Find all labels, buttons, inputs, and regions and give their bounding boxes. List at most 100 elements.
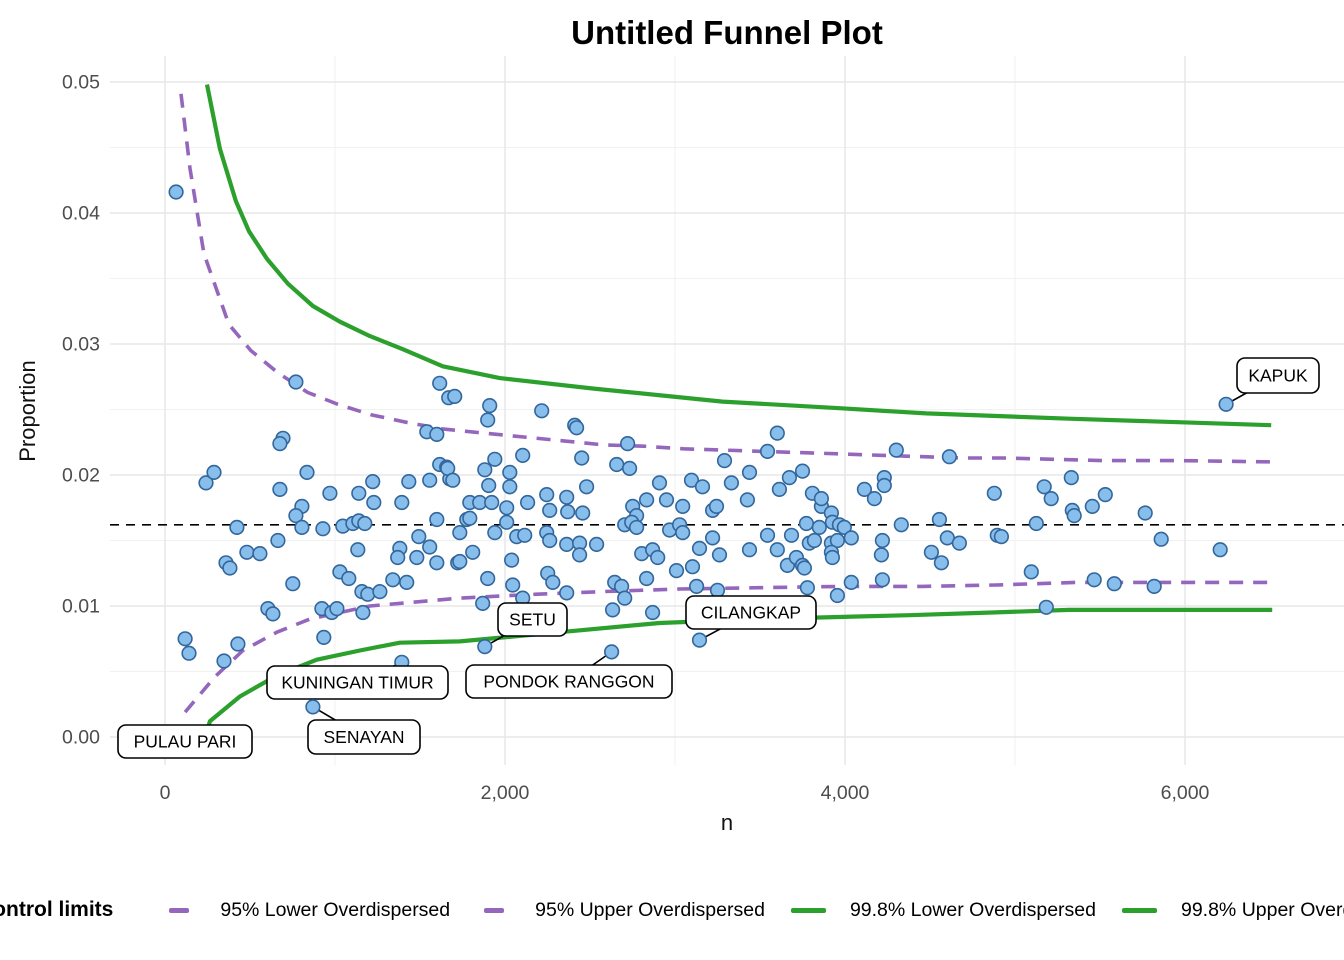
data-point [876, 477, 892, 494]
x-tick-label: 0 [160, 782, 171, 804]
annotation-label: PONDOK RANGGON [483, 672, 654, 692]
data-point [481, 477, 497, 494]
labeled-data-point [603, 644, 620, 660]
data-point [644, 604, 661, 621]
data-point [390, 549, 406, 566]
data-point [366, 494, 382, 511]
data-point [658, 492, 675, 508]
data-point [951, 535, 968, 551]
data-point [1153, 531, 1169, 547]
data-point [723, 475, 740, 491]
data-point [1066, 507, 1082, 524]
data-point [843, 574, 859, 591]
scatter-points [168, 184, 1228, 669]
legend-entry-2: 99.8% Lower Overdispersed [790, 899, 1096, 922]
data-point [873, 547, 890, 563]
data-point [813, 491, 830, 507]
data-point [429, 555, 445, 571]
labeled-data-point [477, 638, 493, 655]
y-tick-label: 0.03 [62, 334, 100, 356]
data-point [893, 517, 909, 533]
data-point [394, 494, 410, 511]
x-axis-title: n [720, 810, 734, 835]
data-point [252, 545, 268, 562]
data-point [621, 460, 638, 477]
data-point [480, 570, 496, 587]
data-point [1028, 515, 1044, 532]
data-point [229, 519, 245, 536]
data-point [230, 636, 246, 652]
annotation-box [497, 602, 568, 637]
data-point [1212, 542, 1228, 558]
data-point [350, 542, 366, 558]
data-point [198, 475, 214, 491]
data-point [452, 524, 468, 541]
data-point [475, 595, 491, 612]
curve-95-upper-overdispersed [179, 93, 1273, 464]
annotation-box [117, 724, 253, 759]
data-point [499, 500, 515, 516]
data-point [798, 515, 815, 532]
data-point [1038, 599, 1054, 615]
data-point [294, 519, 310, 536]
data-point [609, 456, 625, 473]
data-point [783, 527, 800, 543]
data-point [504, 552, 520, 568]
data-point [422, 539, 438, 555]
data-point [675, 498, 691, 515]
data-point [168, 184, 184, 200]
solid-line-key-icon [1121, 907, 1157, 913]
annotation-label: SENAYAN [323, 727, 404, 747]
data-point [452, 553, 468, 570]
data-point [575, 505, 591, 521]
data-point [688, 578, 705, 595]
dashed-line-key-icon [483, 907, 504, 913]
data-point [824, 549, 841, 566]
data-point [265, 606, 281, 622]
data-point [931, 511, 948, 528]
dashed-line-key-icon [168, 907, 189, 913]
data-point [628, 519, 645, 536]
data-point [480, 412, 496, 428]
data-point [811, 519, 827, 536]
data-point [806, 532, 823, 549]
data-point [542, 502, 558, 519]
data-point [866, 491, 883, 507]
legend-key-box [161, 907, 196, 913]
annotation-label: SETU [509, 610, 556, 630]
data-point [694, 479, 711, 495]
data-point [560, 504, 576, 520]
data-point [843, 530, 859, 546]
data-point [341, 570, 357, 587]
annotation-box [465, 664, 673, 699]
data-point [177, 631, 193, 647]
labeled-data-point [691, 632, 708, 648]
data-point [539, 487, 555, 503]
legend-entry-label: 95% Upper Overdispersed [535, 898, 765, 921]
data-point [559, 585, 575, 601]
data-point [429, 511, 445, 528]
annotation-label: KUNINGAN TIMUR [281, 673, 433, 693]
curve-99-8-upper-overdispersed [204, 84, 1272, 428]
data-point [993, 528, 1010, 545]
data-point [799, 580, 816, 596]
x-tick-label: 4,000 [821, 782, 870, 804]
data-point [716, 453, 733, 469]
data-point [675, 524, 691, 541]
legend-title: Control limits [0, 898, 114, 921]
chart-title: Untitled Funnel Plot [571, 14, 883, 51]
data-point [574, 450, 590, 466]
legend-key-box [476, 907, 511, 913]
data-point [683, 472, 700, 488]
data-point [1146, 578, 1162, 595]
data-point [502, 479, 518, 495]
data-point [422, 472, 438, 488]
y-tick-label: 0.04 [62, 203, 100, 225]
data-point [517, 527, 533, 543]
data-point [708, 498, 725, 515]
data-point [711, 547, 728, 563]
data-point [285, 576, 301, 592]
data-point [288, 507, 304, 524]
annotation-box [1236, 357, 1320, 394]
data-point [502, 464, 518, 481]
